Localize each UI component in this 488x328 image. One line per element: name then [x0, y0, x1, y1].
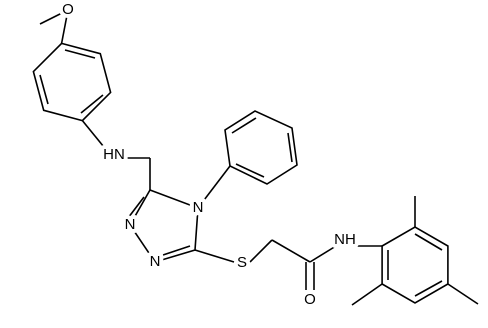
atom-label: N	[193, 199, 204, 216]
atom-label: HN	[103, 146, 125, 163]
atom-label: O	[304, 291, 316, 308]
atom-labels: O HN N N N S O NH	[58, 0, 360, 312]
atom-label: NH	[334, 231, 356, 248]
atom-label: N	[150, 253, 161, 270]
atom-label: O	[62, 1, 74, 18]
atom-label: N	[125, 216, 136, 233]
atom-label: S	[237, 254, 247, 271]
bonds	[32, 9, 479, 306]
